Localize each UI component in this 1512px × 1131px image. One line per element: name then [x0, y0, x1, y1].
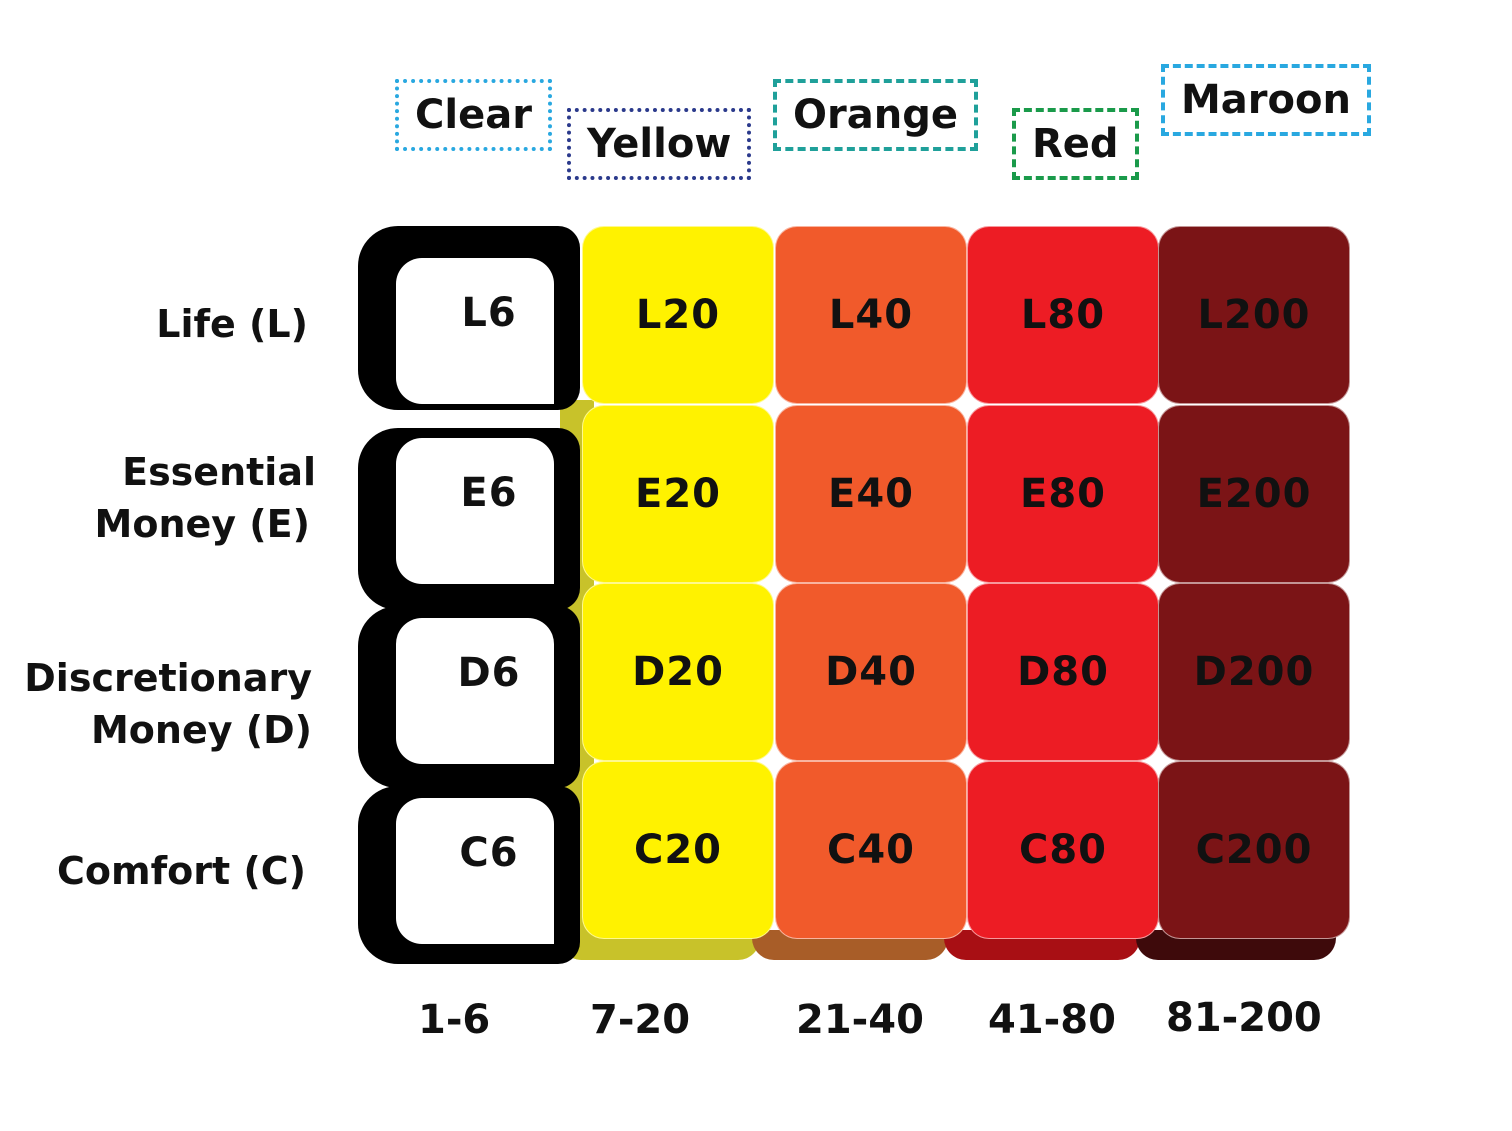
cell-label: L6 — [461, 290, 517, 336]
row-label-essential: Essential Money (E) — [95, 446, 316, 550]
range-label-yellow: 7-20 — [590, 997, 691, 1043]
row-label-line: Money (E) — [94, 502, 310, 546]
cell-yellow-life: L20 — [582, 226, 774, 404]
column-label-orange: Orange — [773, 79, 978, 151]
cell-label: E80 — [1020, 471, 1106, 517]
cell-clear-discretionary: D6 — [396, 618, 554, 764]
row-label-life: Life (L) — [156, 298, 308, 350]
cell-label: D40 — [825, 649, 917, 695]
row-label-comfort: Comfort (C) — [57, 845, 306, 897]
cell-red-essential: E80 — [967, 405, 1159, 583]
cell-orange-comfort: C40 — [775, 761, 967, 939]
cell-red-discretionary: D80 — [967, 583, 1159, 761]
cell-maroon-essential: E200 — [1158, 405, 1350, 583]
cell-label: E40 — [828, 471, 914, 517]
cell-clear-comfort: C6 — [396, 798, 554, 944]
cell-orange-essential: E40 — [775, 405, 967, 583]
row-label-discretionary: Discretionary Money (D) — [24, 652, 312, 756]
cell-label: C200 — [1195, 827, 1313, 873]
cell-label: C40 — [826, 827, 916, 873]
column-label-maroon: Maroon — [1161, 64, 1371, 136]
cell-label: L80 — [1020, 292, 1106, 338]
cell-orange-discretionary: D40 — [775, 583, 967, 761]
cell-label: D20 — [632, 649, 724, 695]
cell-label: L40 — [828, 292, 914, 338]
cell-red-comfort: C80 — [967, 761, 1159, 939]
row-label-line: Comfort (C) — [57, 849, 306, 893]
cell-maroon-life: L200 — [1158, 226, 1350, 404]
column-label-yellow: Yellow — [567, 108, 752, 180]
cell-label: D80 — [1017, 649, 1109, 695]
range-label-orange: 21-40 — [796, 997, 924, 1043]
row-label-line: Money (D) — [90, 708, 312, 752]
cell-maroon-discretionary: D200 — [1158, 583, 1350, 761]
cell-label: L20 — [635, 292, 721, 338]
range-label-maroon: 81-200 — [1166, 995, 1322, 1041]
cell-label: E20 — [635, 471, 721, 517]
row-label-line: Discretionary — [24, 656, 312, 700]
cell-yellow-discretionary: D20 — [582, 583, 774, 761]
cell-orange-life: L40 — [775, 226, 967, 404]
cell-label: C80 — [1018, 827, 1108, 873]
cell-yellow-comfort: C20 — [582, 761, 774, 939]
cell-label: D6 — [457, 650, 521, 696]
cell-label: L200 — [1197, 292, 1311, 338]
cell-yellow-essential: E20 — [582, 405, 774, 583]
cell-red-life: L80 — [967, 226, 1159, 404]
cell-clear-life: L6 — [396, 258, 554, 404]
row-label-line: Life (L) — [156, 302, 308, 346]
cell-label: E6 — [460, 470, 518, 516]
column-label-red: Red — [1012, 108, 1139, 180]
cell-label: E200 — [1196, 471, 1312, 517]
cell-maroon-comfort: C200 — [1158, 761, 1350, 939]
range-label-clear: 1-6 — [418, 997, 491, 1043]
row-label-line: Essential — [122, 450, 316, 494]
cell-label: D200 — [1193, 649, 1315, 695]
column-label-clear: Clear — [395, 79, 552, 151]
range-label-red: 41-80 — [988, 997, 1116, 1043]
cell-clear-essential: E6 — [396, 438, 554, 584]
cell-label: C20 — [633, 827, 723, 873]
cell-label: C6 — [459, 830, 519, 876]
